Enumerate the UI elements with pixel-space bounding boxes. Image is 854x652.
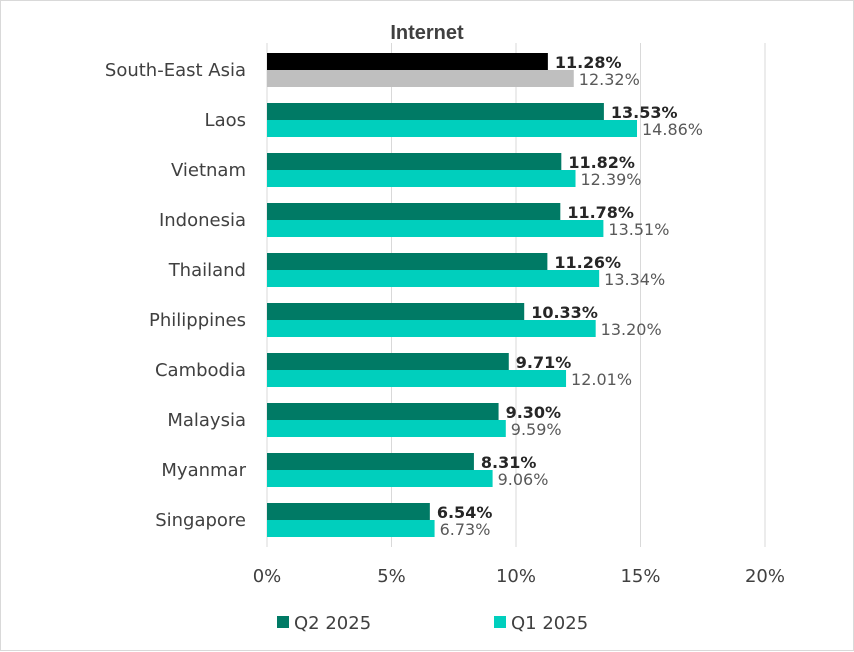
legend-label-1: Q1 2025 (511, 613, 588, 634)
data-label-q1-8: 9.06% (498, 470, 549, 489)
data-label-q1-5: 13.20% (601, 320, 662, 339)
category-labels: South-East Asia Laos Vietnam Indonesia Thail… (105, 60, 247, 531)
category-label: Thailand (168, 260, 246, 281)
data-label-q2-8: 8.31% (481, 453, 537, 472)
category-label: Myanmar (161, 460, 246, 481)
bar-q2-9 (267, 503, 430, 520)
bar-q1-8 (267, 470, 493, 487)
x-tick-label-3: 15% (620, 566, 660, 587)
x-axis-ticks: 0% 5% 10% 15% 20% (253, 566, 785, 587)
data-labels: 11.28%12.32% 13.53%14.86% 11.82%12.39% 11.7… (437, 53, 703, 539)
bar-q1-1 (267, 120, 638, 137)
data-label-q2-3: 11.78% (567, 203, 634, 222)
category-label: South-East Asia (105, 60, 246, 81)
bar-q2-3 (267, 203, 561, 220)
bar-q1-4 (267, 270, 600, 287)
data-label-q1-9: 6.73% (440, 520, 491, 539)
bar-q2-0 (267, 53, 548, 70)
bar-q1-3 (267, 220, 604, 237)
legend: Q2 2025 Q1 2025 (277, 613, 588, 634)
bar-q2-8 (267, 453, 474, 470)
bar-q1-6 (267, 370, 567, 387)
category-label: Cambodia (155, 360, 246, 381)
bar-q2-7 (267, 403, 499, 420)
bars (267, 53, 638, 537)
data-label-q2-5: 10.33% (531, 303, 598, 322)
category-label: Malaysia (167, 410, 246, 431)
legend-label-0: Q2 2025 (294, 613, 371, 634)
legend-swatch-0 (277, 616, 289, 628)
x-tick-label-4: 20% (745, 566, 785, 587)
data-label-q1-1: 14.86% (642, 120, 703, 139)
data-label-q1-2: 12.39% (581, 170, 642, 189)
bar-q1-9 (267, 520, 435, 537)
data-label-q1-7: 9.59% (511, 420, 562, 439)
data-label-q2-6: 9.71% (516, 353, 572, 372)
category-label: Singapore (155, 510, 246, 531)
category-label: Vietnam (171, 160, 246, 181)
data-label-q2-7: 9.30% (506, 403, 562, 422)
data-label-q2-1: 13.53% (611, 103, 678, 122)
data-label-q1-6: 12.01% (571, 370, 632, 389)
bar-q1-2 (267, 170, 576, 187)
category-label: Laos (205, 110, 246, 131)
bar-q2-1 (267, 103, 604, 120)
bar-q2-6 (267, 353, 509, 370)
category-label: Indonesia (159, 210, 246, 231)
bar-q2-2 (267, 153, 562, 170)
category-label: Philippines (149, 310, 246, 331)
data-label-q2-4: 11.26% (554, 253, 621, 272)
data-label-q1-3: 13.51% (608, 220, 669, 239)
data-label-q2-2: 11.82% (568, 153, 635, 172)
legend-swatch-1 (494, 616, 506, 628)
bar-q2-5 (267, 303, 525, 320)
bar-q1-0 (267, 70, 574, 87)
chart-title: Internet (390, 22, 464, 44)
bar-q2-4 (267, 253, 548, 270)
x-tick-label-1: 5% (377, 566, 406, 587)
data-label-q2-9: 6.54% (437, 503, 493, 522)
bar-q1-7 (267, 420, 506, 437)
bar-q1-5 (267, 320, 596, 337)
x-tick-label-0: 0% (253, 566, 282, 587)
data-label-q1-4: 13.34% (604, 270, 665, 289)
x-tick-label-2: 10% (496, 566, 536, 587)
data-label-q2-0: 11.28% (555, 53, 622, 72)
data-label-q1-0: 12.32% (579, 70, 640, 89)
